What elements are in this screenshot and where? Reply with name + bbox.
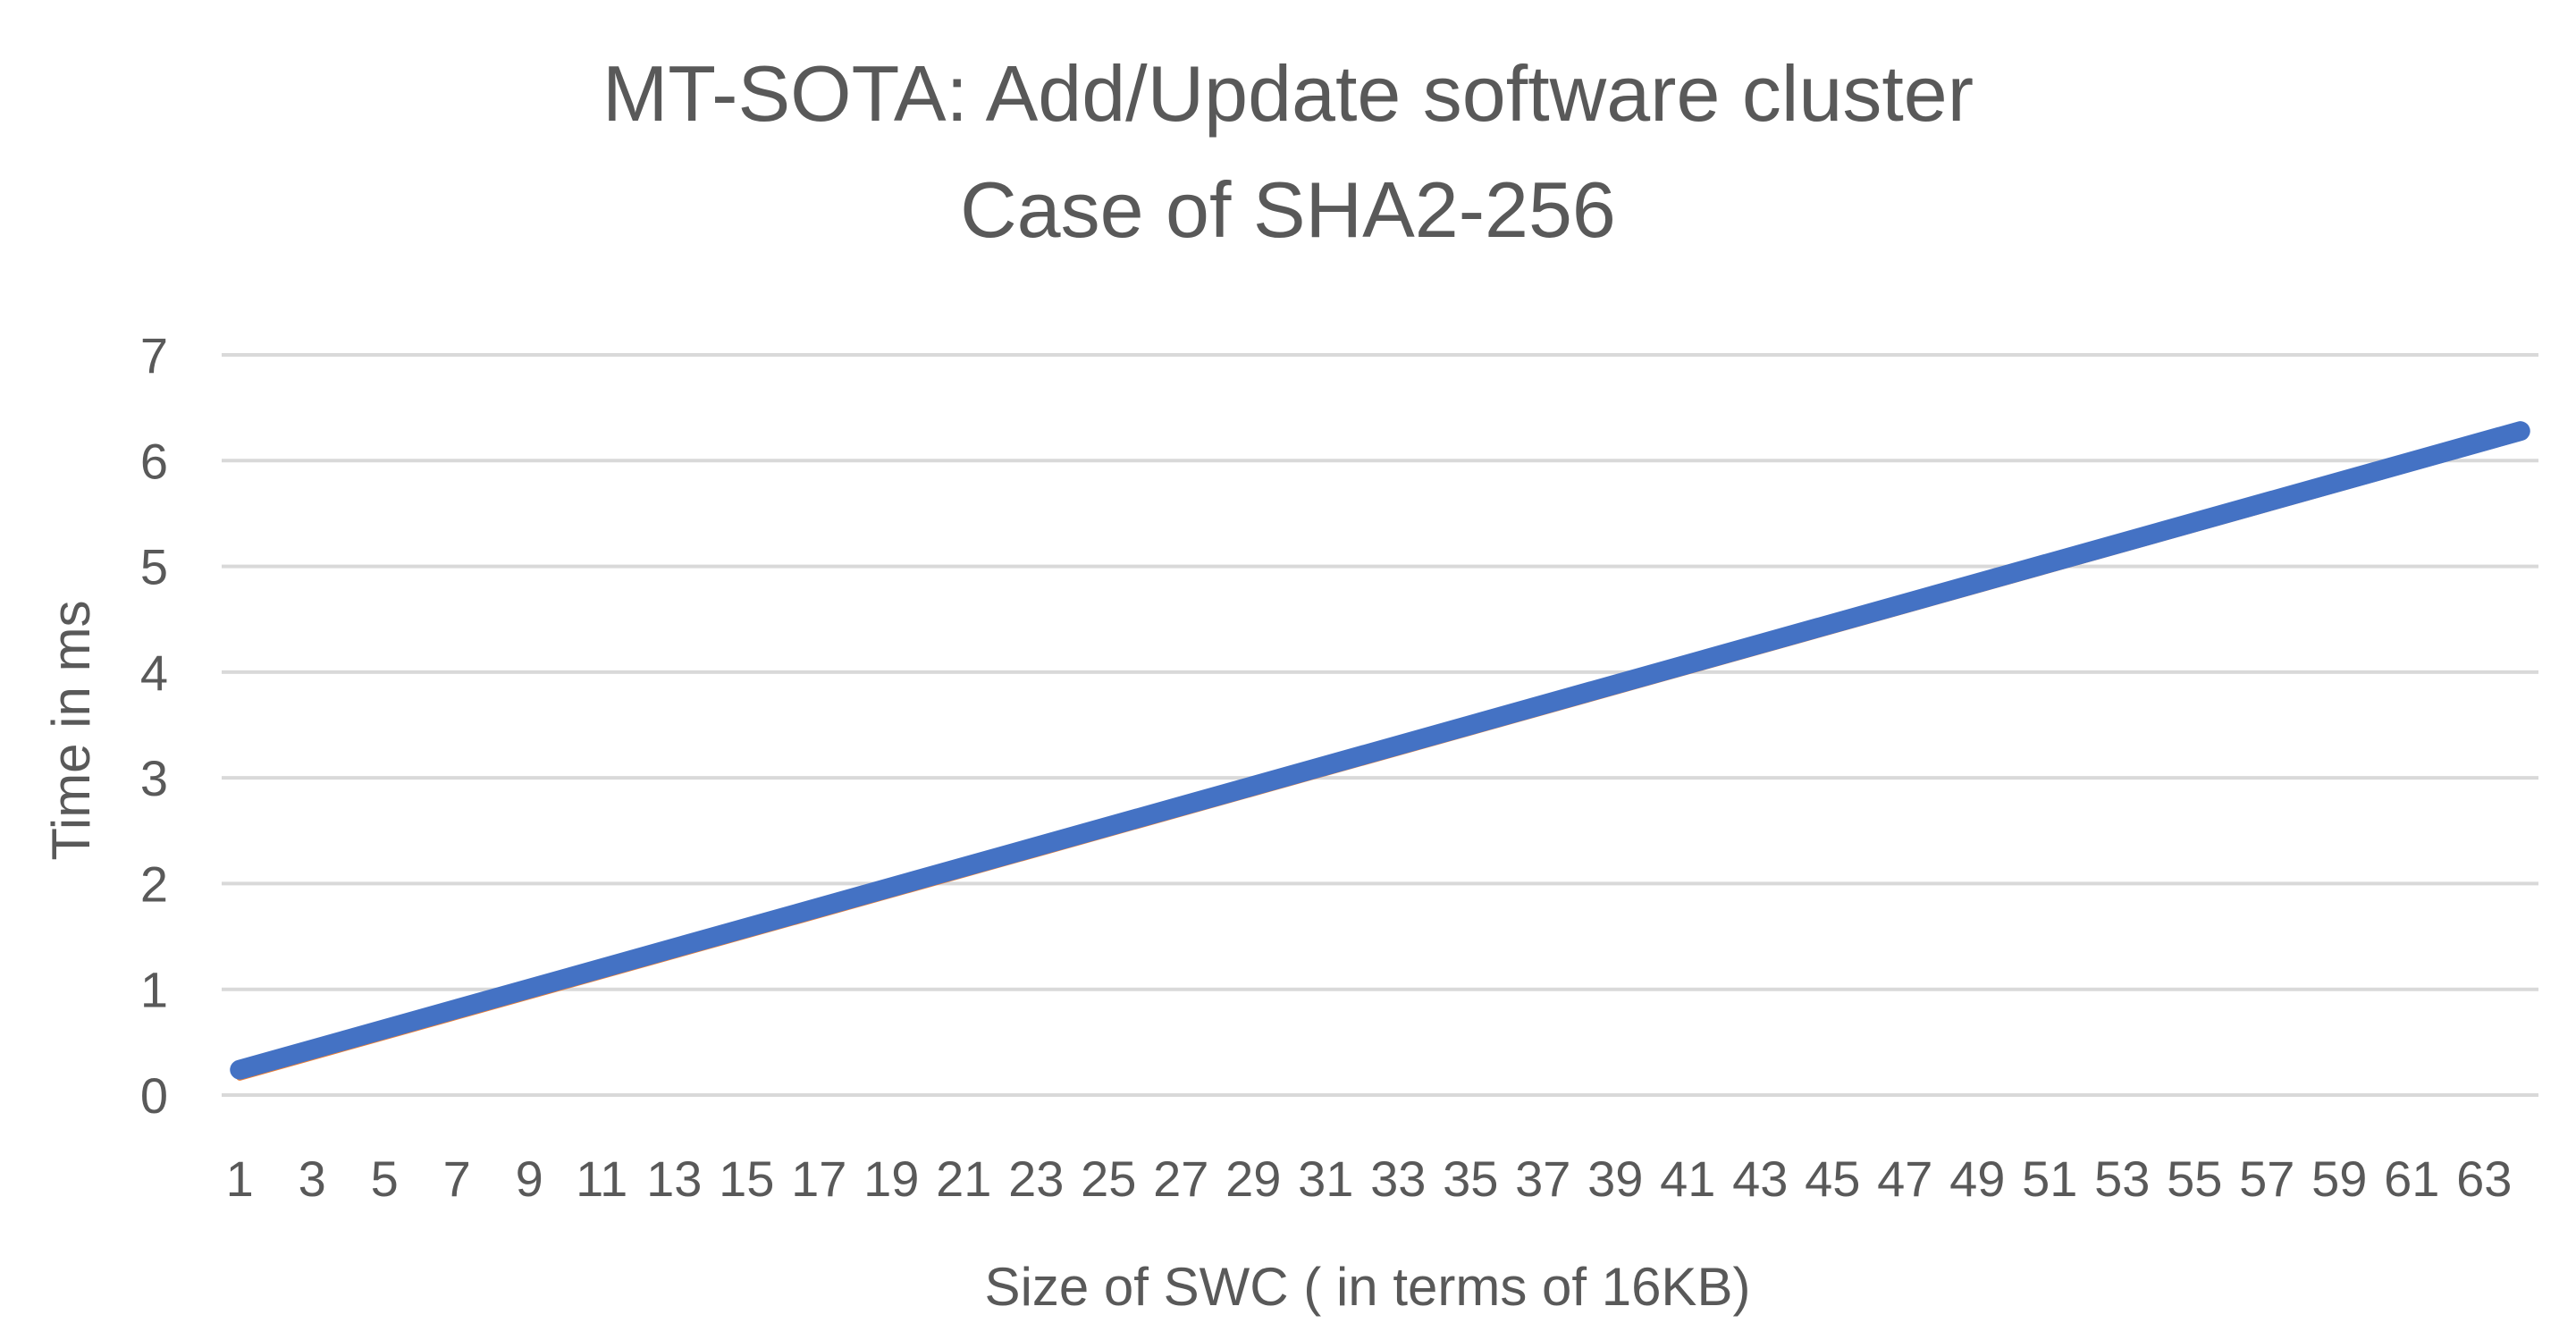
x-tick-label: 23 [1008, 1150, 1064, 1207]
x-tick-label: 29 [1225, 1150, 1281, 1207]
x-tick-label: 11 [576, 1150, 627, 1207]
y-tick-label: 0 [140, 1067, 168, 1124]
y-tick-label: 2 [140, 855, 168, 912]
x-tick-label: 63 [2456, 1150, 2512, 1207]
x-tick-label: 31 [1298, 1150, 1353, 1207]
y-tick-label: 3 [140, 750, 168, 806]
x-axis-title: Size of SWC ( in terms of 16KB) [985, 1257, 1751, 1317]
x-tick-label: 7 [443, 1150, 471, 1207]
chart-title: MT-SOTA: Add/Update software cluster [602, 49, 1974, 138]
x-tick-label: 57 [2239, 1150, 2294, 1207]
x-tick-label: 27 [1153, 1150, 1208, 1207]
x-tick-label: 5 [371, 1150, 399, 1207]
x-tick-label: 43 [1732, 1150, 1788, 1207]
x-tick-label: 53 [2094, 1150, 2150, 1207]
x-tick-label: 37 [1515, 1150, 1570, 1207]
x-tick-label: 47 [1877, 1150, 1932, 1207]
chart-subtitle: Case of SHA2-256 [960, 165, 1616, 254]
x-tick-label: 61 [2384, 1150, 2439, 1207]
x-tick-label: 35 [1443, 1150, 1498, 1207]
y-tick-label: 7 [140, 327, 168, 383]
gridlines [222, 353, 2538, 1097]
y-tick-label: 6 [140, 433, 168, 489]
x-tick-label: 59 [2311, 1150, 2367, 1207]
y-axis-title: Time in ms [41, 600, 101, 860]
x-tick-label: 49 [1949, 1150, 2005, 1207]
x-tick-label: 55 [2167, 1150, 2222, 1207]
x-tick-label: 41 [1660, 1150, 1715, 1207]
series-line-4 [230, 421, 2530, 1080]
x-tick-label: 17 [791, 1150, 846, 1207]
x-tick-label: 3 [299, 1150, 326, 1207]
x-tick-label: 13 [646, 1150, 702, 1207]
x-tick-label: 19 [863, 1150, 919, 1207]
x-axis-ticks: 1 3 5 7 9 11 13 15 17 19 21 23 25 27 29 31 33 35 37 39 41 43 4… [226, 1150, 2513, 1207]
x-tick-label: 21 [936, 1150, 991, 1207]
x-tick-label: 45 [1805, 1150, 1860, 1207]
x-tick-label: 25 [1081, 1150, 1136, 1207]
x-tick-label: 15 [719, 1150, 774, 1207]
x-tick-label: 1 [226, 1150, 254, 1207]
x-tick-label: 51 [2022, 1150, 2077, 1207]
x-tick-label: 39 [1587, 1150, 1643, 1207]
series-lines [230, 421, 2530, 1081]
x-tick-label: 9 [516, 1150, 543, 1207]
y-tick-label: 4 [140, 645, 168, 701]
y-axis-ticks: 0 1 2 3 4 5 6 7 [140, 327, 168, 1124]
y-tick-label: 1 [140, 962, 168, 1018]
y-tick-label: 5 [140, 539, 168, 595]
x-tick-label: 33 [1370, 1150, 1426, 1207]
